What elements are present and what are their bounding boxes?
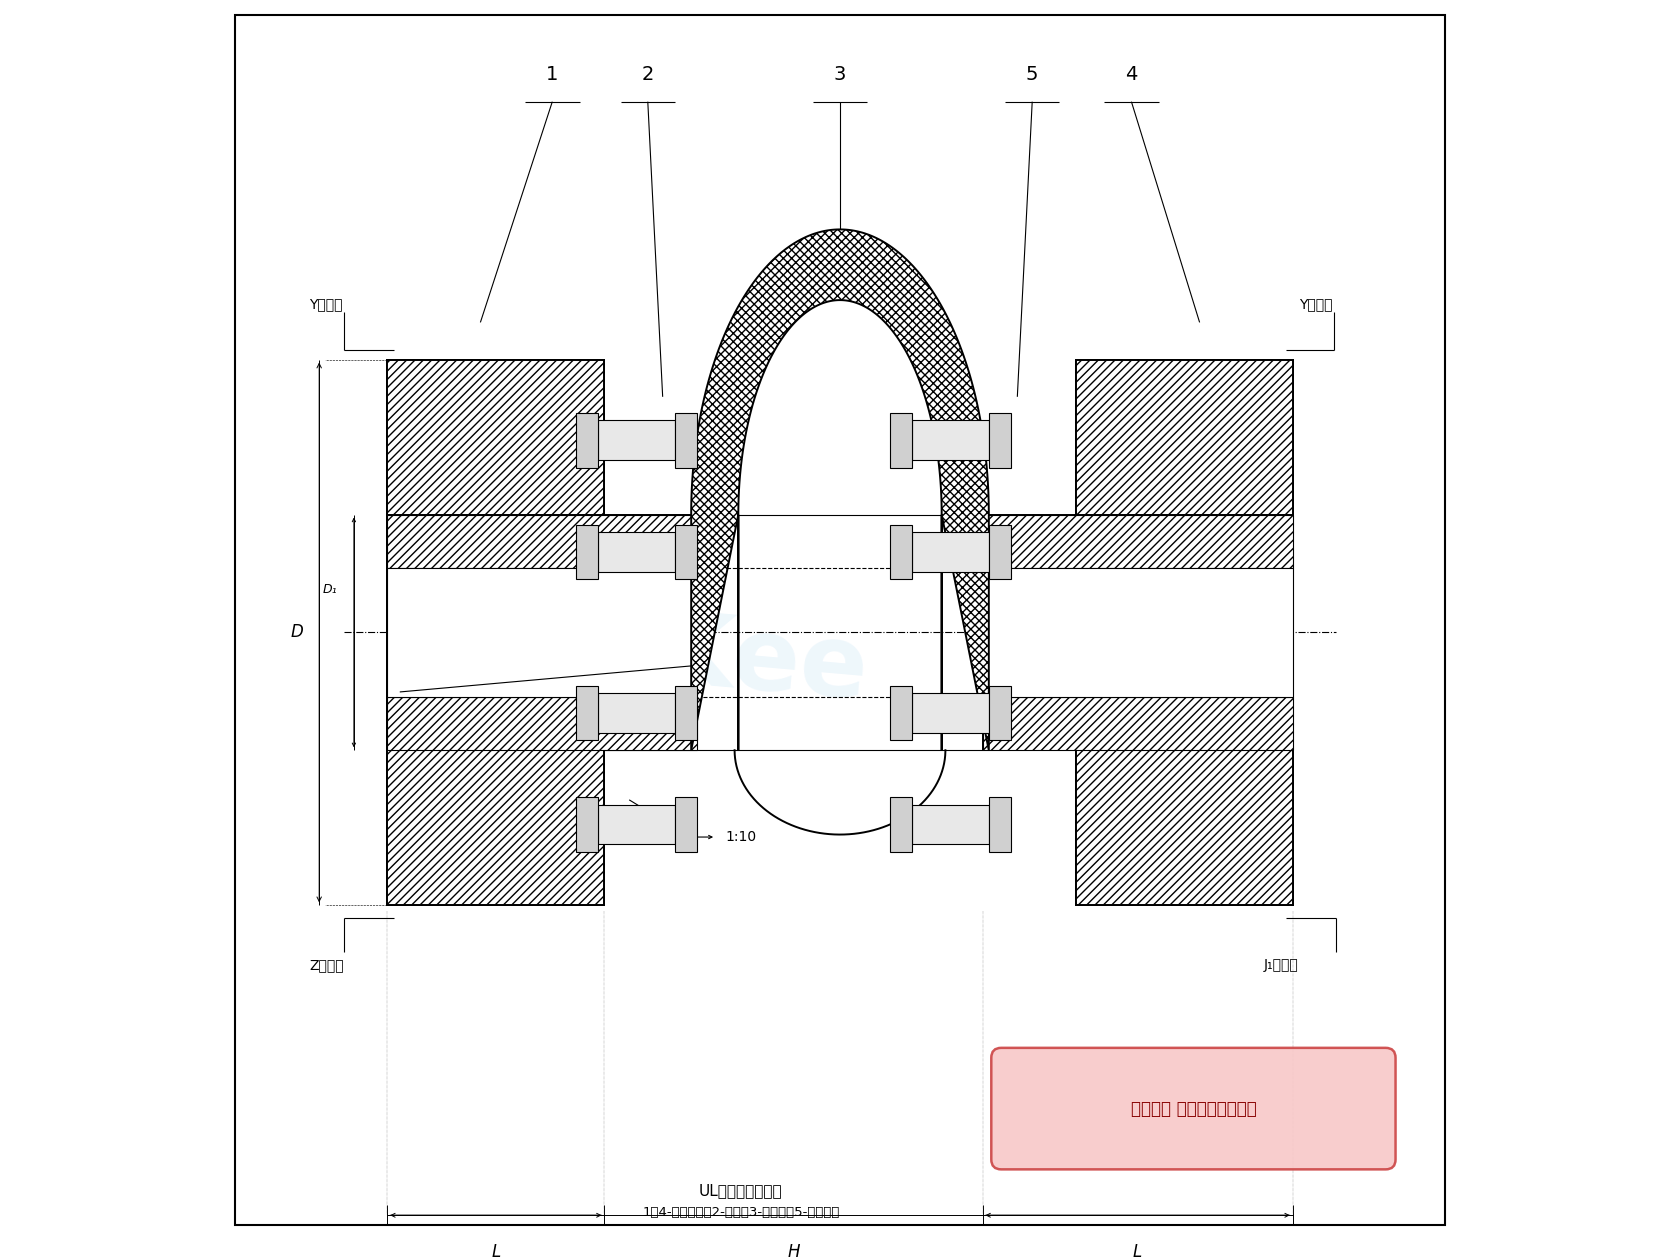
Text: 4: 4 bbox=[1126, 66, 1137, 84]
Text: KaKee: KaKee bbox=[509, 593, 874, 721]
Polygon shape bbox=[983, 514, 1292, 750]
Bar bbox=[576, 685, 598, 741]
Text: 5: 5 bbox=[1026, 66, 1038, 84]
Text: Z型轴孔: Z型轴孔 bbox=[309, 958, 344, 971]
Polygon shape bbox=[1075, 750, 1292, 905]
Bar bbox=[912, 421, 990, 460]
Bar bbox=[990, 798, 1011, 852]
Bar bbox=[890, 524, 912, 580]
Polygon shape bbox=[983, 514, 1292, 568]
Bar bbox=[890, 798, 912, 852]
Bar bbox=[912, 532, 990, 572]
Bar bbox=[990, 685, 1011, 741]
Bar bbox=[576, 798, 598, 852]
Bar bbox=[890, 685, 912, 741]
Text: Y型轴孔: Y型轴孔 bbox=[1299, 297, 1332, 311]
Text: D: D bbox=[291, 624, 302, 641]
Text: 1: 1 bbox=[546, 66, 558, 84]
Polygon shape bbox=[388, 697, 697, 750]
Polygon shape bbox=[388, 359, 605, 514]
Bar bbox=[912, 805, 990, 844]
Bar bbox=[675, 524, 697, 580]
Polygon shape bbox=[388, 514, 697, 568]
Bar bbox=[576, 524, 598, 580]
Polygon shape bbox=[1075, 359, 1292, 514]
Bar bbox=[990, 413, 1011, 467]
Polygon shape bbox=[388, 514, 697, 750]
Polygon shape bbox=[388, 359, 605, 905]
Text: L: L bbox=[491, 1242, 501, 1260]
Bar bbox=[675, 798, 697, 852]
Polygon shape bbox=[690, 229, 990, 750]
Text: 1、4-半联轴器；2-螺栓；3-轮胎环；5-止退垫板: 1、4-半联轴器；2-螺栓；3-轮胎环；5-止退垫板 bbox=[642, 1206, 840, 1220]
Bar bbox=[598, 805, 675, 844]
Bar bbox=[675, 685, 697, 741]
Text: Y型轴孔: Y型轴孔 bbox=[309, 297, 343, 311]
Text: d₂: d₂ bbox=[418, 585, 430, 593]
FancyBboxPatch shape bbox=[991, 1048, 1396, 1169]
Text: d₁: d₁ bbox=[418, 721, 430, 731]
Bar bbox=[598, 693, 675, 733]
Text: 2: 2 bbox=[642, 66, 654, 84]
Text: D₁: D₁ bbox=[323, 582, 338, 596]
Text: d₂: d₂ bbox=[1260, 585, 1272, 593]
Text: 3: 3 bbox=[833, 66, 847, 84]
Bar bbox=[598, 532, 675, 572]
Bar bbox=[912, 693, 990, 733]
Text: 版权所有 侵权必被严厉追究: 版权所有 侵权必被严厉追究 bbox=[1131, 1100, 1257, 1118]
Bar bbox=[990, 524, 1011, 580]
Polygon shape bbox=[983, 697, 1292, 750]
Text: 1:10: 1:10 bbox=[726, 830, 758, 844]
Text: J₁型轴孔: J₁型轴孔 bbox=[1263, 958, 1299, 971]
Text: H: H bbox=[788, 1242, 800, 1260]
Bar bbox=[890, 413, 912, 467]
Bar bbox=[576, 413, 598, 467]
Bar bbox=[983, 568, 1292, 697]
Bar bbox=[598, 421, 675, 460]
Bar bbox=[675, 413, 697, 467]
Polygon shape bbox=[388, 750, 605, 905]
Text: L: L bbox=[1132, 1242, 1142, 1260]
Bar bbox=[388, 568, 697, 697]
Text: UL型轮胎式联轴器: UL型轮胎式联轴器 bbox=[699, 1183, 783, 1198]
Polygon shape bbox=[1075, 359, 1292, 905]
